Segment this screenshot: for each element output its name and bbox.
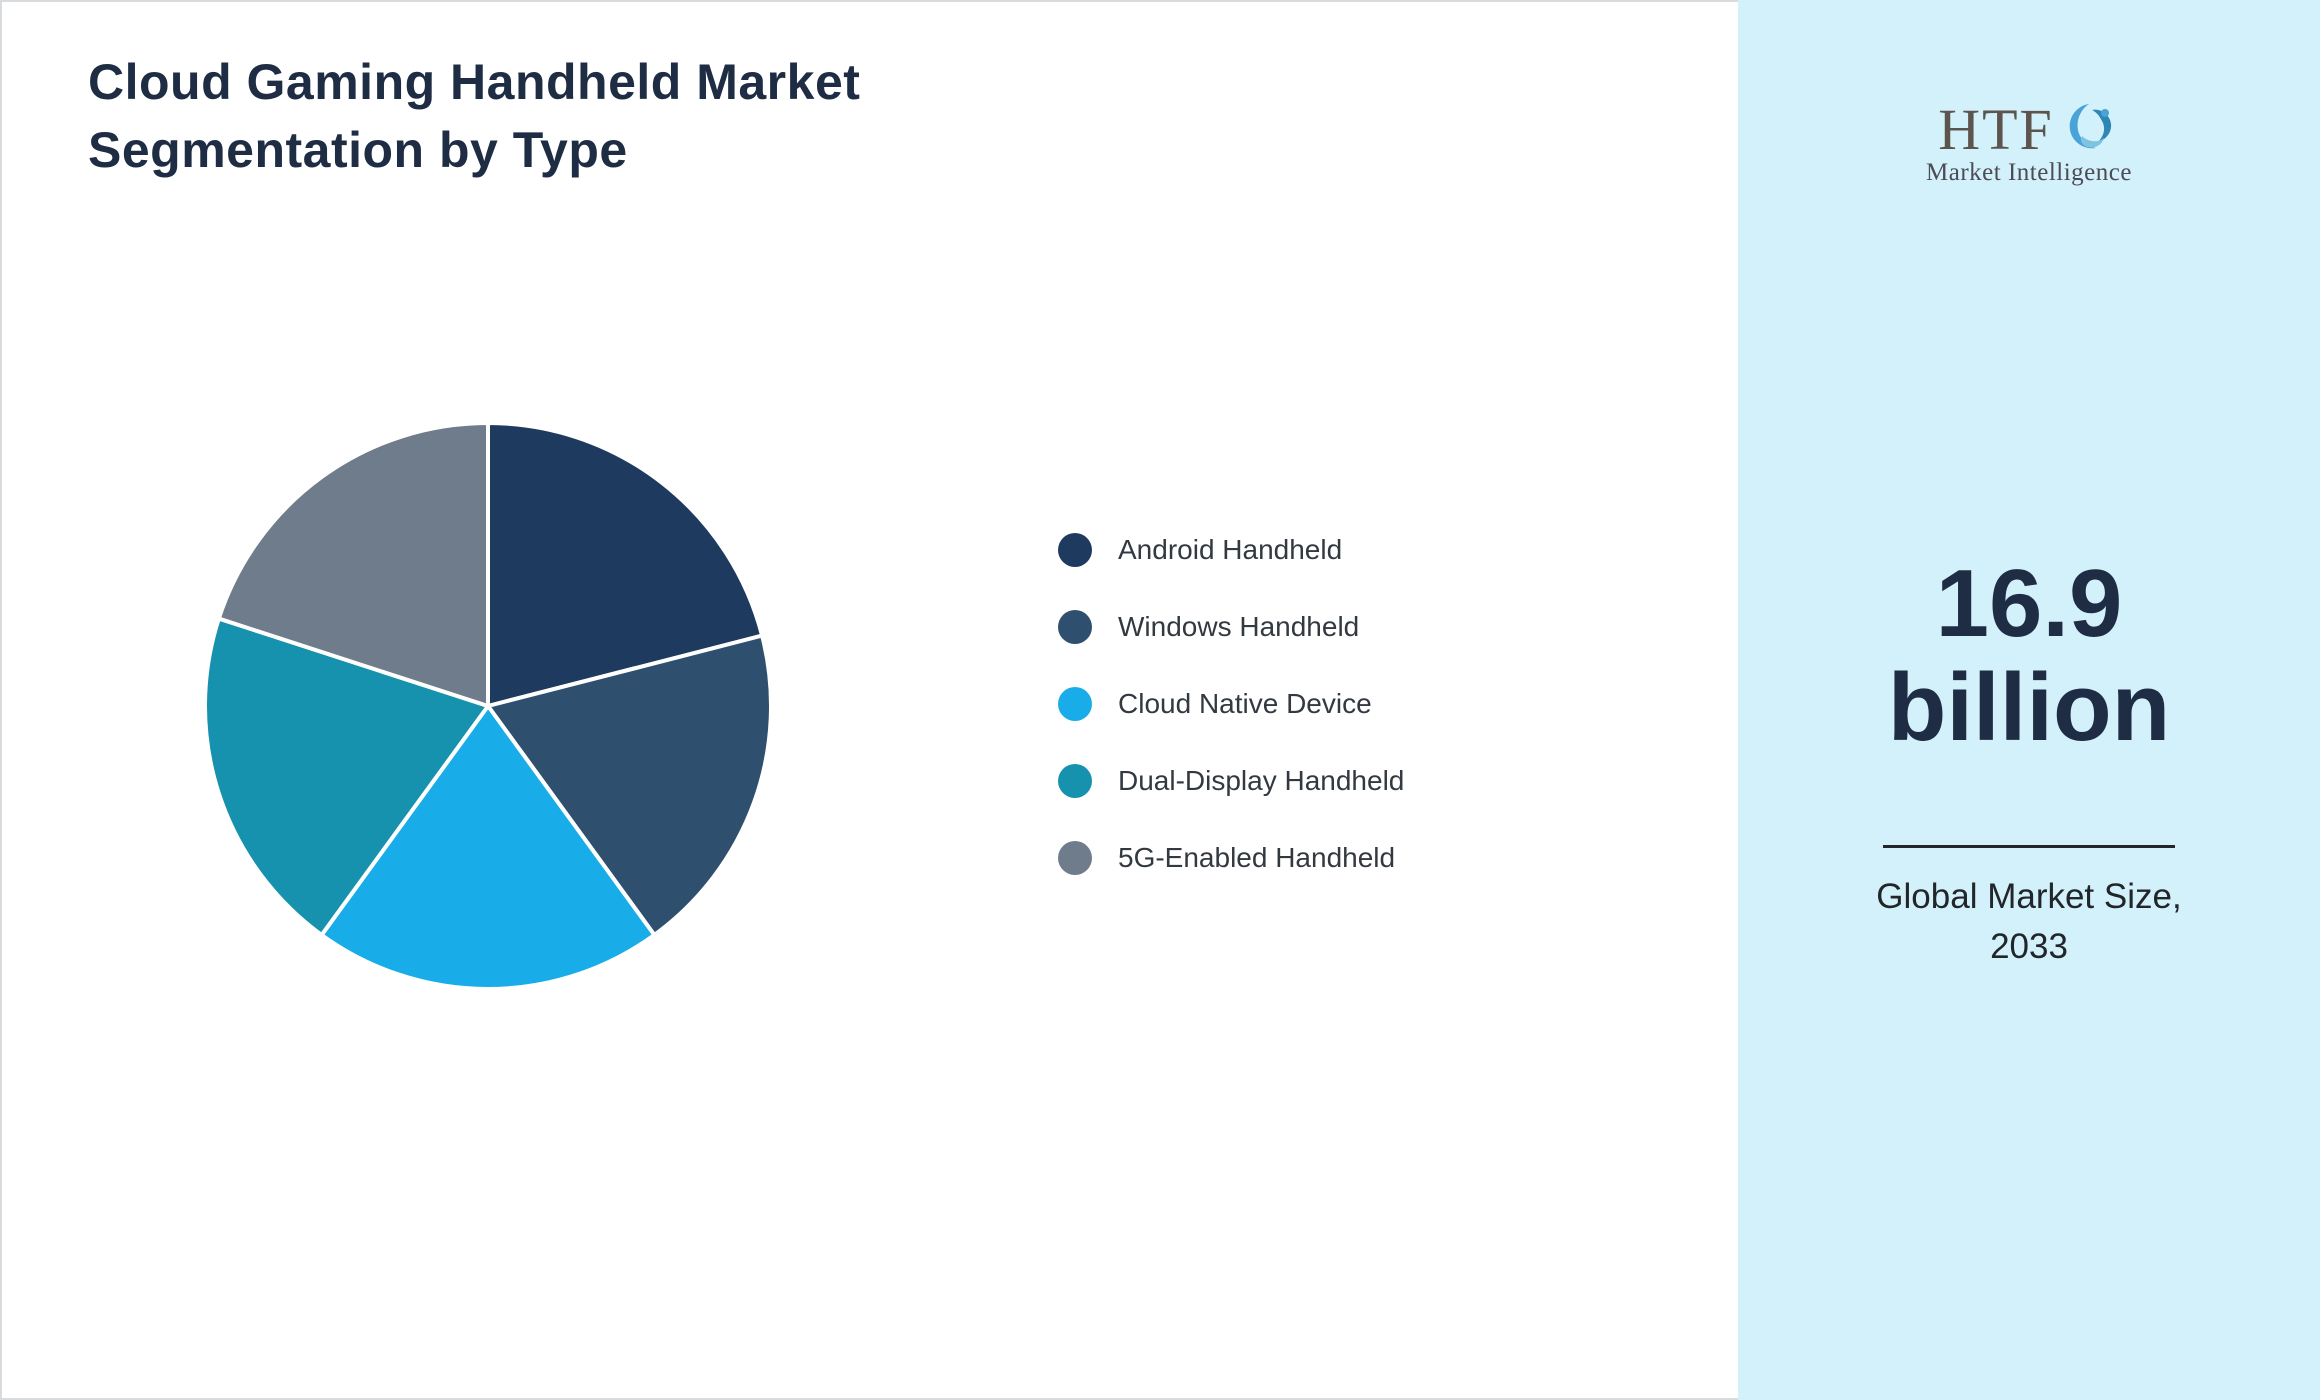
- divider-line: [1883, 845, 2175, 848]
- legend-item: Windows Handheld: [1058, 609, 1404, 645]
- caption-line-1: Global Market Size,: [1876, 877, 2182, 916]
- legend-label: 5G-Enabled Handheld: [1118, 842, 1396, 873]
- logo-subtext: Market Intelligence: [1926, 159, 2132, 186]
- legend-swatch-5g-enabled-handheld: [1058, 841, 1092, 875]
- legend-label: Cloud Native Device: [1118, 688, 1372, 719]
- legend-item: Cloud Native Device: [1058, 686, 1404, 722]
- legend-label: Android Handheld: [1118, 534, 1343, 565]
- pie-chart: [188, 406, 788, 1006]
- pie-slice-cloud-native-device: [318, 702, 658, 991]
- legend-label: Windows Handheld: [1118, 611, 1360, 642]
- legend-swatch-dual-display-handheld: [1058, 764, 1092, 798]
- caption-line-2: 2033: [1990, 926, 2068, 966]
- legend-label: Dual-Display Handheld: [1118, 765, 1405, 796]
- legend-item: Android Handheld: [1058, 532, 1404, 568]
- pie-slice-dual-display-handheld: [203, 616, 492, 938]
- legend-swatch-windows-handheld: [1058, 610, 1092, 644]
- chart-legend: Android Handheld Windows Handheld Cloud …: [1058, 532, 1404, 876]
- legend-swatch-android-handheld: [1058, 533, 1092, 567]
- market-size-caption: Global Market Size, 2033: [1738, 872, 2320, 971]
- market-size-value: 16.9 billion: [1738, 552, 2320, 759]
- legend-item: 5G-Enabled Handheld: [1058, 840, 1404, 876]
- market-size-unit: billion: [1887, 653, 2171, 761]
- brand-logo: HTF Market Intelligence: [1738, 96, 2320, 187]
- page-title: Cloud Gaming Handheld Market Segmentatio…: [88, 54, 861, 178]
- pie-slice-android-handheld: [486, 420, 765, 709]
- logo-text: HTF: [1938, 97, 2054, 162]
- legend-swatch-cloud-native-device: [1058, 687, 1092, 721]
- dolphin-icon: [2058, 96, 2120, 163]
- pie-chart-svg: [203, 420, 773, 991]
- pie-slice-5g-enabled-handheld: [216, 420, 490, 709]
- pie-slice-windows-handheld: [484, 633, 773, 938]
- legend-item: Dual-Display Handheld: [1058, 763, 1404, 799]
- sidebar: HTF Market Intelligence 16.9 billion Glo…: [1738, 0, 2320, 1400]
- market-size-number: 16.9: [1935, 550, 2123, 657]
